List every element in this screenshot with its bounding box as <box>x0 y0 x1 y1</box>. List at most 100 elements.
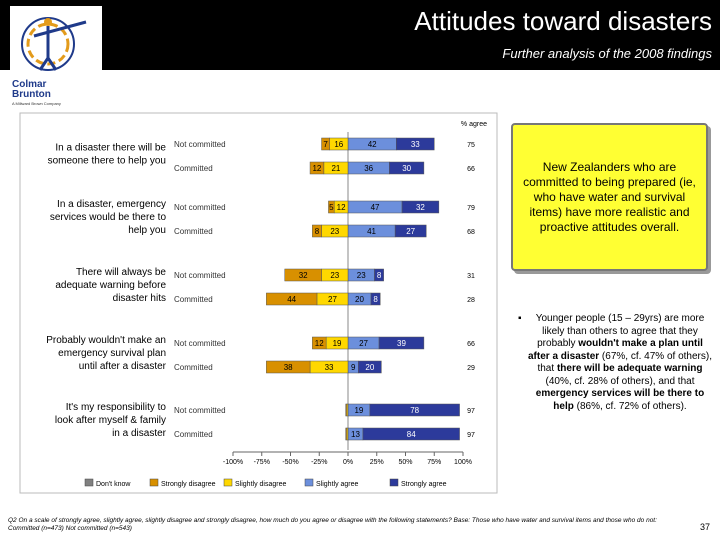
tick-label: 100% <box>454 459 472 466</box>
bar-segment <box>374 268 384 282</box>
legend-label: Slightly agree <box>316 481 359 488</box>
statement-label: adequate warning before <box>55 280 166 291</box>
bar-segment <box>266 360 311 374</box>
bar-segment <box>345 403 348 417</box>
data-label: 20 <box>355 295 364 304</box>
data-label: 5 <box>329 203 334 212</box>
bar-segment <box>396 137 435 151</box>
data-label: 23 <box>330 271 339 280</box>
bullet-text-part: (86%, cf. 72% of others). <box>573 400 687 412</box>
bar-segment <box>266 292 318 306</box>
data-label: 84 <box>407 430 416 439</box>
statement-label: in a disaster <box>112 428 167 439</box>
legend-swatch <box>304 478 314 487</box>
net-value: 31 <box>467 273 475 280</box>
logo-text: Colmar Brunton <box>12 80 92 100</box>
data-label: 16 <box>334 140 343 149</box>
data-label: 42 <box>368 140 377 149</box>
page-subtitle: Further analysis of the 2008 findings <box>502 46 712 61</box>
data-label: 33 <box>325 363 334 372</box>
group-label: Committed <box>174 363 213 372</box>
legend-swatch <box>389 478 399 487</box>
net-value: 79 <box>467 205 475 212</box>
legend-swatch <box>223 478 233 487</box>
bullet-bold-part: there will be adequate warning <box>556 363 703 374</box>
bar-segment <box>328 200 335 214</box>
tick-label: 0% <box>343 459 353 466</box>
net-value: 68 <box>467 229 475 236</box>
logo <box>10 6 102 112</box>
callout-box: New Zealanders who are committed to bein… <box>511 123 708 271</box>
net-value: 97 <box>467 408 475 415</box>
bullet-bold-part: emergency services will be there to help <box>535 388 705 412</box>
bar-segment <box>321 137 330 151</box>
statement-label: disaster hits <box>113 293 166 304</box>
data-label: 32 <box>416 203 425 212</box>
data-label: 23 <box>330 227 339 236</box>
statement-label: There will always be <box>76 267 166 278</box>
statement-label: someone there to help you <box>48 156 166 167</box>
statement-label: It's my responsibility to <box>66 402 167 413</box>
bullet-text-part: Younger people (15 – 29yrs) are more lik… <box>535 313 705 349</box>
callout-text: New Zealanders who are committed to bein… <box>523 159 696 234</box>
data-label: 20 <box>365 363 374 372</box>
logo-text-line1: Colmar <box>12 79 47 90</box>
header-bar: Attitudes toward disasters Further analy… <box>0 0 720 70</box>
net-value: 29 <box>467 365 475 372</box>
bar-segment <box>309 161 325 175</box>
group-label: Not committed <box>174 271 226 280</box>
net-value: 75 <box>467 142 475 149</box>
group-label: Committed <box>174 295 213 304</box>
net-value: 28 <box>467 297 475 304</box>
data-label: 41 <box>367 227 376 236</box>
data-label: 12 <box>315 339 324 348</box>
bar-segment <box>362 427 460 441</box>
data-label: 19 <box>333 339 342 348</box>
bar-segment <box>378 336 425 350</box>
group-label: Not committed <box>174 339 226 348</box>
data-label: 12 <box>312 164 321 173</box>
tick-label: -25% <box>311 459 327 466</box>
page-number: 37 <box>699 522 710 532</box>
bar-segment <box>401 200 440 214</box>
bar-segment <box>345 427 348 441</box>
legend-swatch <box>84 478 94 487</box>
data-label: 23 <box>357 271 366 280</box>
statement-label: In a disaster there will be <box>55 143 166 154</box>
tick-label: 50% <box>398 459 412 466</box>
bar-segment <box>358 360 382 374</box>
page-title: Attitudes toward disasters <box>414 6 712 36</box>
data-label: 27 <box>406 227 415 236</box>
logo-text-line2: Brunton <box>12 89 51 100</box>
bullet-point: ▪ Younger people (15 – 29yrs) are more l… <box>518 313 712 413</box>
legend-label: Slightly disagree <box>235 481 286 488</box>
legend-label: Strongly agree <box>401 481 447 488</box>
data-label: 12 <box>337 203 346 212</box>
net-value: 66 <box>467 341 475 348</box>
bullet-text-part: (67%, cf. 47% of others), that <box>537 350 712 375</box>
data-label: 7 <box>323 140 328 149</box>
tick-label: 25% <box>370 459 384 466</box>
bullet-icon: ▪ <box>518 313 522 324</box>
group-label: Not committed <box>174 140 226 149</box>
footnote: Q2 On a scale of strongly agree, slightl… <box>8 517 657 532</box>
data-label: 8 <box>373 295 378 304</box>
net-header: % agree <box>461 121 487 128</box>
bullet-bold-part: wouldn't make a plan until after a disas… <box>528 338 703 362</box>
bar-segment <box>284 268 322 282</box>
tick-label: -50% <box>282 459 298 466</box>
group-label: Committed <box>174 227 213 236</box>
group-label: Committed <box>174 164 213 173</box>
statement-label: services would be there to <box>50 212 167 223</box>
bar-segment <box>394 224 427 238</box>
bullet-text: Younger people (15 – 29yrs) are more lik… <box>528 313 712 413</box>
tick-label: -100% <box>223 459 243 466</box>
legend-label: Strongly disagree <box>161 481 216 488</box>
legend-swatch <box>149 478 159 487</box>
statement-label: until after a disaster <box>79 361 167 372</box>
group-label: Committed <box>174 430 213 439</box>
bar-segment <box>389 161 425 175</box>
data-label: 36 <box>364 164 373 173</box>
data-label: 8 <box>377 271 382 280</box>
